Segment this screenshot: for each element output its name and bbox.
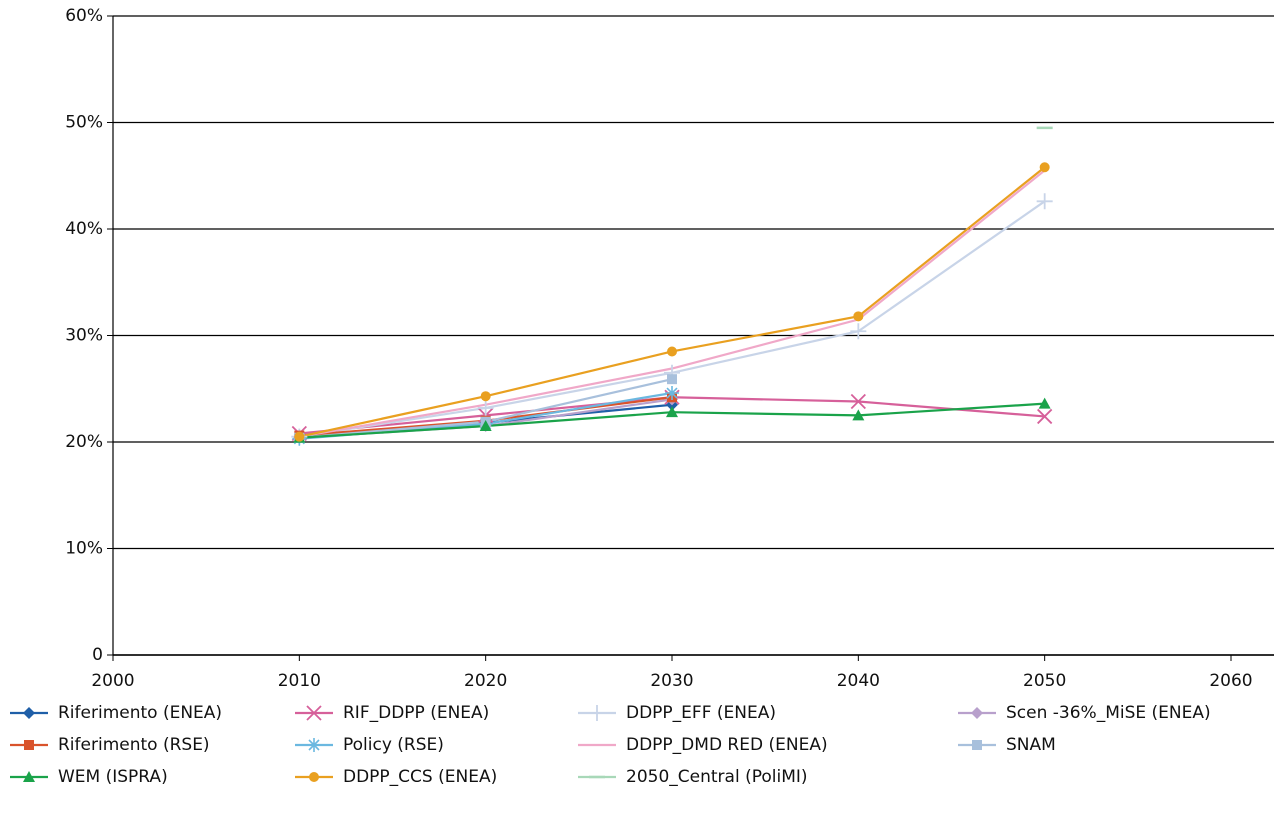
y-tick-label: 0 [92, 645, 103, 665]
legend-label: 2050_Central (PoliMI) [626, 767, 808, 787]
x-tick-label: 2050 [1023, 671, 1066, 691]
point [666, 406, 678, 418]
legend-label: WEM (ISPRA) [58, 767, 168, 787]
legend-label: Policy (RSE) [343, 735, 444, 755]
point [294, 431, 305, 442]
y-tick-label: 10% [65, 539, 103, 559]
x-tick-label: 2040 [837, 671, 880, 691]
point [852, 409, 865, 421]
y-tick-label: 20% [65, 432, 103, 452]
point [479, 420, 492, 432]
point [667, 374, 677, 385]
x-tick-label: 2060 [1209, 671, 1252, 691]
y-tick-label: 50% [65, 113, 103, 133]
y-tick-label: 40% [65, 219, 103, 239]
legend-marker [307, 738, 321, 752]
legend-marker [24, 740, 34, 750]
x-tick-label: 2010 [278, 671, 321, 691]
point [477, 399, 494, 416]
legend-marker [589, 705, 605, 721]
legend-label: DDPP_CCS (ENEA) [343, 767, 497, 787]
legend-marker [972, 740, 982, 750]
point [850, 323, 867, 340]
legend-label: DDPP_EFF (ENEA) [626, 703, 776, 723]
point [853, 311, 864, 322]
point [1036, 193, 1053, 210]
point [850, 393, 866, 410]
legend-marker [23, 707, 35, 719]
legend-label: Riferimento (ENEA) [58, 703, 222, 723]
legend-label: DDPP_DMD RED (ENEA) [626, 735, 828, 755]
point [665, 386, 679, 401]
x-tick-label: 2000 [91, 671, 134, 691]
legend-marker [309, 772, 319, 782]
point [480, 391, 491, 402]
legend-marker [971, 707, 983, 719]
y-tick-label: 30% [65, 326, 103, 346]
point [1039, 162, 1050, 173]
legend-marker [306, 705, 322, 721]
x-tick-label: 2020 [464, 671, 507, 691]
legend-label: Scen -36%_MiSE (ENEA) [1006, 703, 1211, 723]
point [1038, 397, 1051, 409]
legend-label: RIF_DDPP (ENEA) [343, 703, 489, 723]
legend-label: Riferimento (RSE) [58, 735, 210, 755]
point [667, 346, 677, 357]
legend-label: SNAM [1006, 735, 1056, 755]
point [1037, 408, 1053, 425]
legend-marker [23, 771, 35, 782]
y-tick-label: 60% [65, 6, 103, 26]
x-tick-label: 2030 [650, 671, 693, 691]
